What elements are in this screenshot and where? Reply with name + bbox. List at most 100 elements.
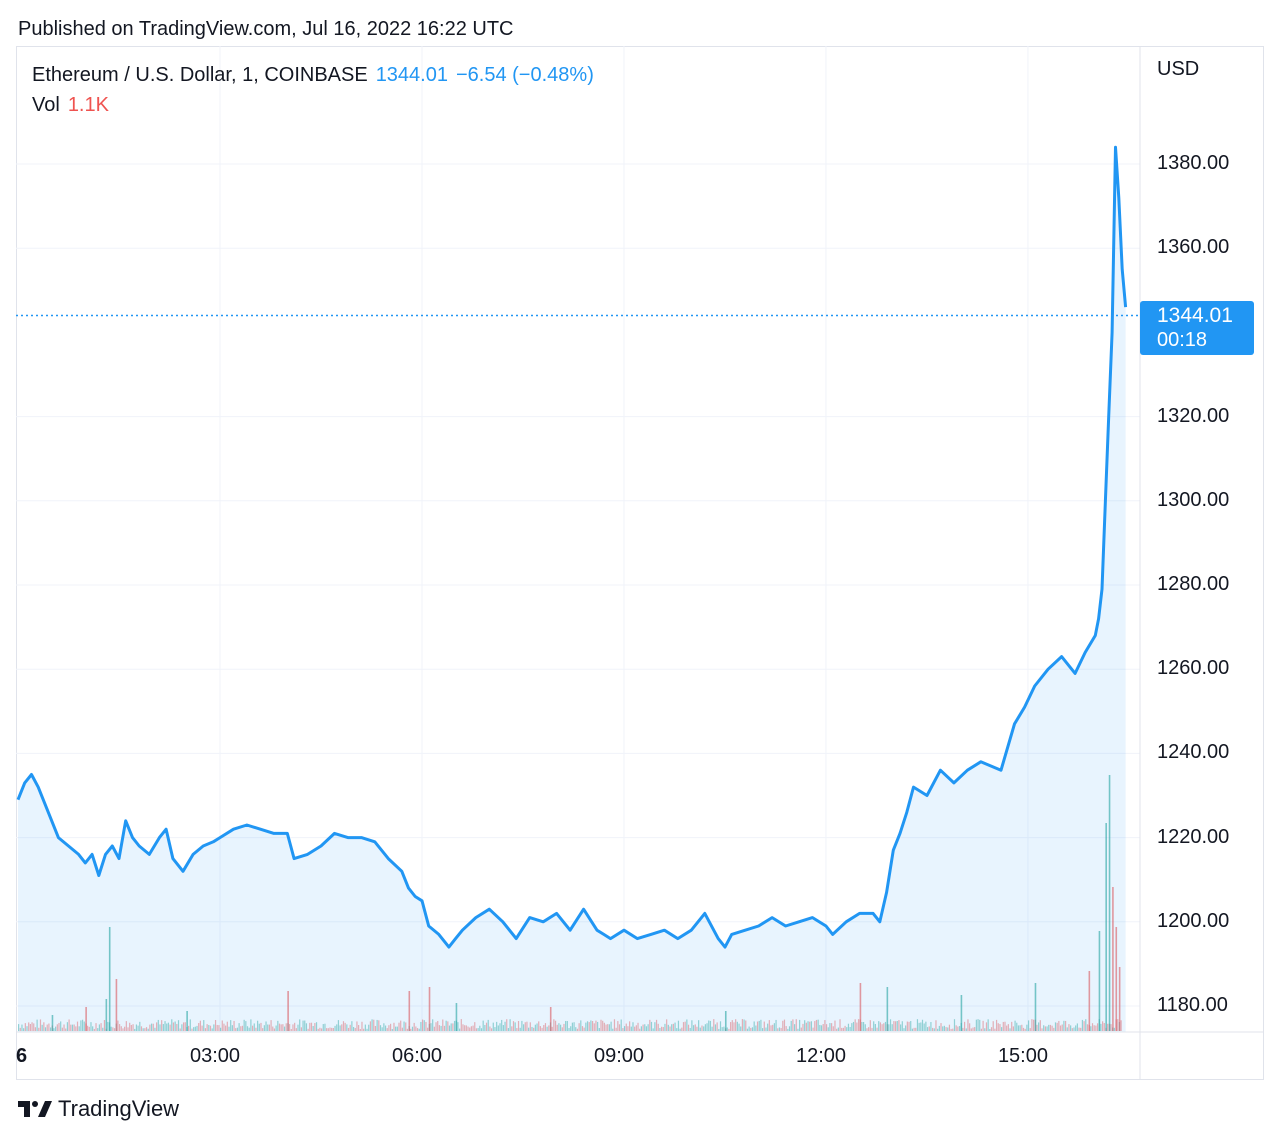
volume-bar [1029, 1028, 1031, 1031]
time-tick-label: 12:00 [795, 1045, 847, 1067]
volume-bar [425, 1021, 427, 1031]
volume-bar [405, 1022, 407, 1031]
symbol-title[interactable]: Ethereum / U.S. Dollar, 1, COINBASE [32, 64, 368, 86]
volume-bar [225, 1025, 227, 1031]
volume-bar [182, 1022, 185, 1031]
volume-bar [844, 1025, 846, 1031]
volume-bar [775, 1019, 777, 1031]
volume-bar [701, 1025, 703, 1031]
volume-bar [802, 1023, 804, 1031]
volume-bar [213, 1024, 215, 1031]
volume-bar [534, 1024, 536, 1031]
volume-bar [80, 1020, 82, 1031]
volume-bar [144, 1028, 146, 1031]
volume-bar [157, 1019, 159, 1031]
volume-bar [1017, 1025, 1020, 1031]
volume-bar [145, 1027, 148, 1031]
volume-bar [359, 1028, 361, 1031]
volume-bar [553, 1019, 555, 1031]
price-tick-label: 1240.00 [1157, 741, 1230, 764]
volume-bar [888, 1024, 890, 1031]
volume-bar [839, 1019, 841, 1031]
volume-bar [597, 1021, 599, 1031]
volume-bar [751, 1027, 754, 1031]
volume-bar [756, 1021, 759, 1031]
volume-bar [607, 1024, 609, 1031]
volume-bar [445, 1020, 447, 1031]
volume-bar [778, 1027, 781, 1031]
volume-bar [876, 1027, 878, 1031]
volume-bar [773, 1023, 775, 1031]
volume-bar [512, 1021, 515, 1031]
tradingview-logo[interactable]: TradingView [18, 1096, 179, 1122]
volume-bar [305, 1023, 308, 1031]
time-tick-label: 15:00 [997, 1045, 1048, 1067]
volume-bar [142, 1028, 144, 1031]
volume-bar [339, 1025, 341, 1031]
volume-bar [450, 1023, 452, 1031]
volume-bar [386, 1028, 388, 1031]
volume-bar [443, 1025, 446, 1031]
volume-bar [1022, 1027, 1025, 1031]
volume-bar [354, 1027, 356, 1031]
volume-bar [496, 1021, 498, 1031]
volume-bar [400, 1020, 402, 1031]
volume-bar [1016, 1022, 1018, 1031]
volume-bar [246, 1026, 249, 1031]
volume-bar [792, 1019, 794, 1031]
volume-bar [1044, 1026, 1046, 1031]
volume-bar [671, 1024, 673, 1031]
volume-bar [714, 1024, 717, 1031]
volume-bar [997, 1023, 999, 1031]
volume-bar [985, 1022, 988, 1031]
volume-bar [925, 1021, 927, 1031]
volume-bar [667, 1024, 669, 1031]
volume-bar [831, 1023, 833, 1031]
volume-bar [539, 1026, 542, 1031]
volume-bar [832, 1026, 834, 1031]
volume-bar [494, 1027, 496, 1031]
volume-bar [368, 1024, 370, 1031]
volume-bar [181, 1024, 183, 1031]
volume-bar [118, 1024, 121, 1031]
volume-bar [652, 1028, 654, 1031]
volume-bar [829, 1023, 831, 1031]
volume-bar [85, 1007, 87, 1031]
volume-bar [113, 1028, 116, 1031]
volume-bar [19, 1027, 21, 1031]
volume-bar [206, 1024, 208, 1031]
volume-bar [575, 1027, 577, 1031]
volume-bar [398, 1022, 400, 1031]
volume-bar [107, 1021, 109, 1031]
volume-bar [92, 1026, 94, 1031]
volume-bar [196, 1025, 198, 1031]
volume-bar [501, 1019, 503, 1031]
volume-bar [647, 1024, 649, 1031]
volume-bar [124, 1026, 126, 1031]
volume-bar [672, 1023, 674, 1031]
volume-bar [618, 1024, 621, 1031]
volume-bar [177, 1020, 180, 1031]
volume-bar [356, 1021, 358, 1031]
volume-bar [522, 1024, 525, 1031]
currency-label[interactable]: USD [1157, 58, 1200, 80]
volume-label[interactable]: Vol [32, 94, 60, 116]
volume-bar [928, 1026, 930, 1031]
volume-bar [979, 1019, 981, 1031]
volume-bar [31, 1022, 33, 1031]
volume-bar [836, 1028, 838, 1031]
volume-bar [517, 1021, 520, 1031]
volume-bar [100, 1023, 102, 1031]
volume-bar [68, 1019, 70, 1031]
volume-bar [716, 1022, 718, 1031]
price-tick-label: 1360.00 [1157, 236, 1230, 259]
volume-bar [945, 1027, 947, 1031]
volume-bar [93, 1028, 95, 1031]
volume-bar [566, 1021, 568, 1031]
volume-bar [736, 1021, 738, 1031]
volume-bar [581, 1026, 584, 1031]
volume-bar [724, 1011, 727, 1031]
volume-bar [664, 1023, 666, 1031]
time-tick-label: 09:00 [593, 1045, 645, 1067]
